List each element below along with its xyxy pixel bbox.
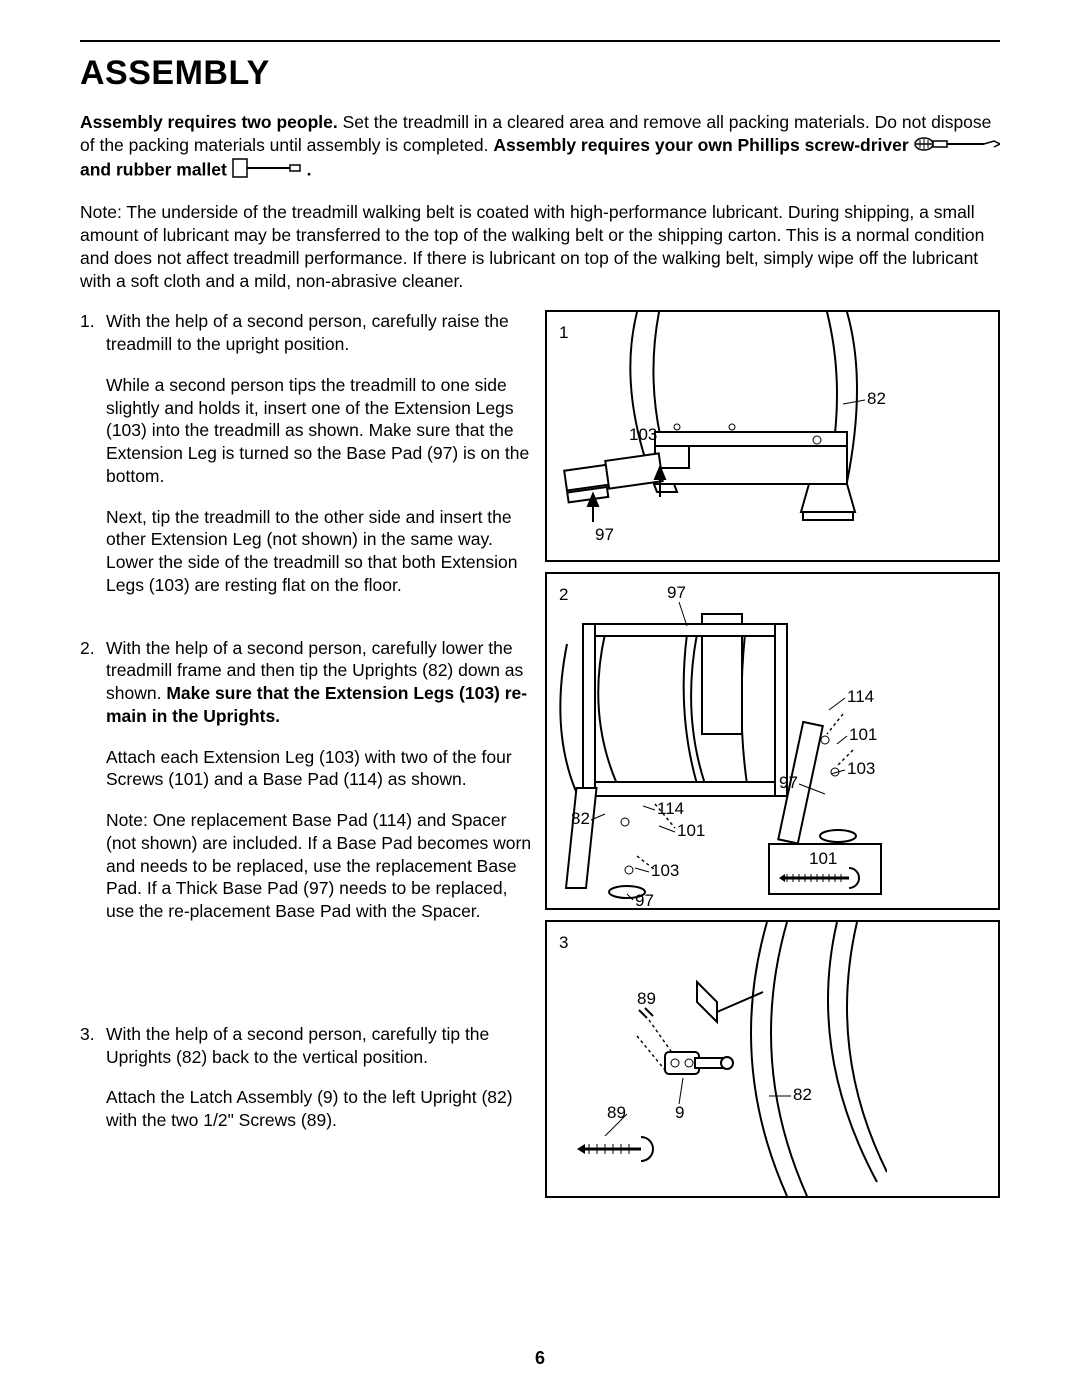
screwdriver-icon — [914, 135, 1000, 158]
lubricant-note: Note: The underside of the treadmill wal… — [80, 201, 1000, 292]
fig2-label-101b: 101 — [677, 821, 705, 840]
fig2-label-103b: 103 — [651, 861, 679, 880]
figure-3: 3 — [545, 920, 1000, 1198]
steps-row: 1. With the help of a second person, car… — [80, 310, 1000, 1208]
fig2-label-103a: 103 — [847, 759, 875, 778]
fig1-label-97: 97 — [595, 525, 614, 544]
step-3-p2: Attach the Latch Assembly (9) to the lef… — [106, 1086, 535, 1132]
fig3-label-89b: 89 — [607, 1103, 626, 1122]
fig3-label-82: 82 — [793, 1085, 812, 1104]
assembly-page: ASSEMBLY Assembly requires two people. S… — [0, 0, 1080, 1208]
intro-tools-end: . — [302, 159, 312, 179]
fig2-label-97b: 97 — [779, 773, 798, 792]
fig2-label-82: 82 — [571, 809, 590, 828]
step-1-body: With the help of a second person, carefu… — [106, 310, 535, 596]
fig2-label-97a: 97 — [667, 583, 686, 602]
fig1-num: 1 — [559, 323, 568, 342]
step-1-p2: While a second person tips the treadmill… — [106, 374, 535, 488]
step-1-p1: With the help of a second person, carefu… — [106, 310, 535, 356]
fig2-label-101c: 101 — [809, 849, 837, 868]
step-1: 1. With the help of a second person, car… — [80, 310, 535, 596]
page-title: ASSEMBLY — [80, 54, 1000, 93]
intro-tools-1: Assembly requires your own Phillips scre… — [493, 135, 908, 155]
step-2-num: 2. — [80, 637, 106, 923]
fig2-label-114b: 114 — [657, 799, 684, 818]
figure-2: 2 — [545, 572, 1000, 910]
page-number: 6 — [0, 1348, 1080, 1369]
figure-1: 1 — [545, 310, 1000, 562]
steps-text-column: 1. With the help of a second person, car… — [80, 310, 535, 1208]
intro-paragraph: Assembly requires two people. Set the tr… — [80, 111, 1000, 183]
step-2: 2. With the help of a second person, car… — [80, 637, 535, 923]
top-rule — [80, 40, 1000, 42]
intro-lead-bold: Assembly requires two people. — [80, 112, 338, 132]
step-2-body: With the help of a second person, carefu… — [106, 637, 535, 923]
fig2-num: 2 — [559, 585, 568, 604]
fig2-label-97c: 97 — [635, 891, 654, 908]
fig1-label-103: 103 — [629, 425, 657, 444]
step-2-p3: Note: One replacement Base Pad (114) and… — [106, 809, 535, 923]
step-3-body: With the help of a second person, carefu… — [106, 1023, 535, 1132]
intro-tools-mid: and rubber mallet — [80, 159, 232, 179]
mallet-icon — [232, 158, 302, 184]
step-3: 3. With the help of a second person, car… — [80, 1023, 535, 1132]
step-3-p1: With the help of a second person, carefu… — [106, 1023, 535, 1069]
fig3-num: 3 — [559, 933, 568, 952]
step-3-num: 3. — [80, 1023, 106, 1132]
fig1-label-82: 82 — [867, 389, 886, 408]
figures-column: 1 — [535, 310, 1000, 1208]
fig3-label-89a: 89 — [637, 989, 656, 1008]
step-2-p1: With the help of a second person, carefu… — [106, 637, 535, 728]
fig2-label-114a: 114 — [847, 687, 874, 706]
step-1-p3: Next, tip the treadmill to the other sid… — [106, 506, 535, 597]
fig3-label-9: 9 — [675, 1103, 684, 1122]
step-1-num: 1. — [80, 310, 106, 596]
fig2-label-101a: 101 — [849, 725, 877, 744]
step-2-p2: Attach each Extension Leg (103) with two… — [106, 746, 535, 792]
